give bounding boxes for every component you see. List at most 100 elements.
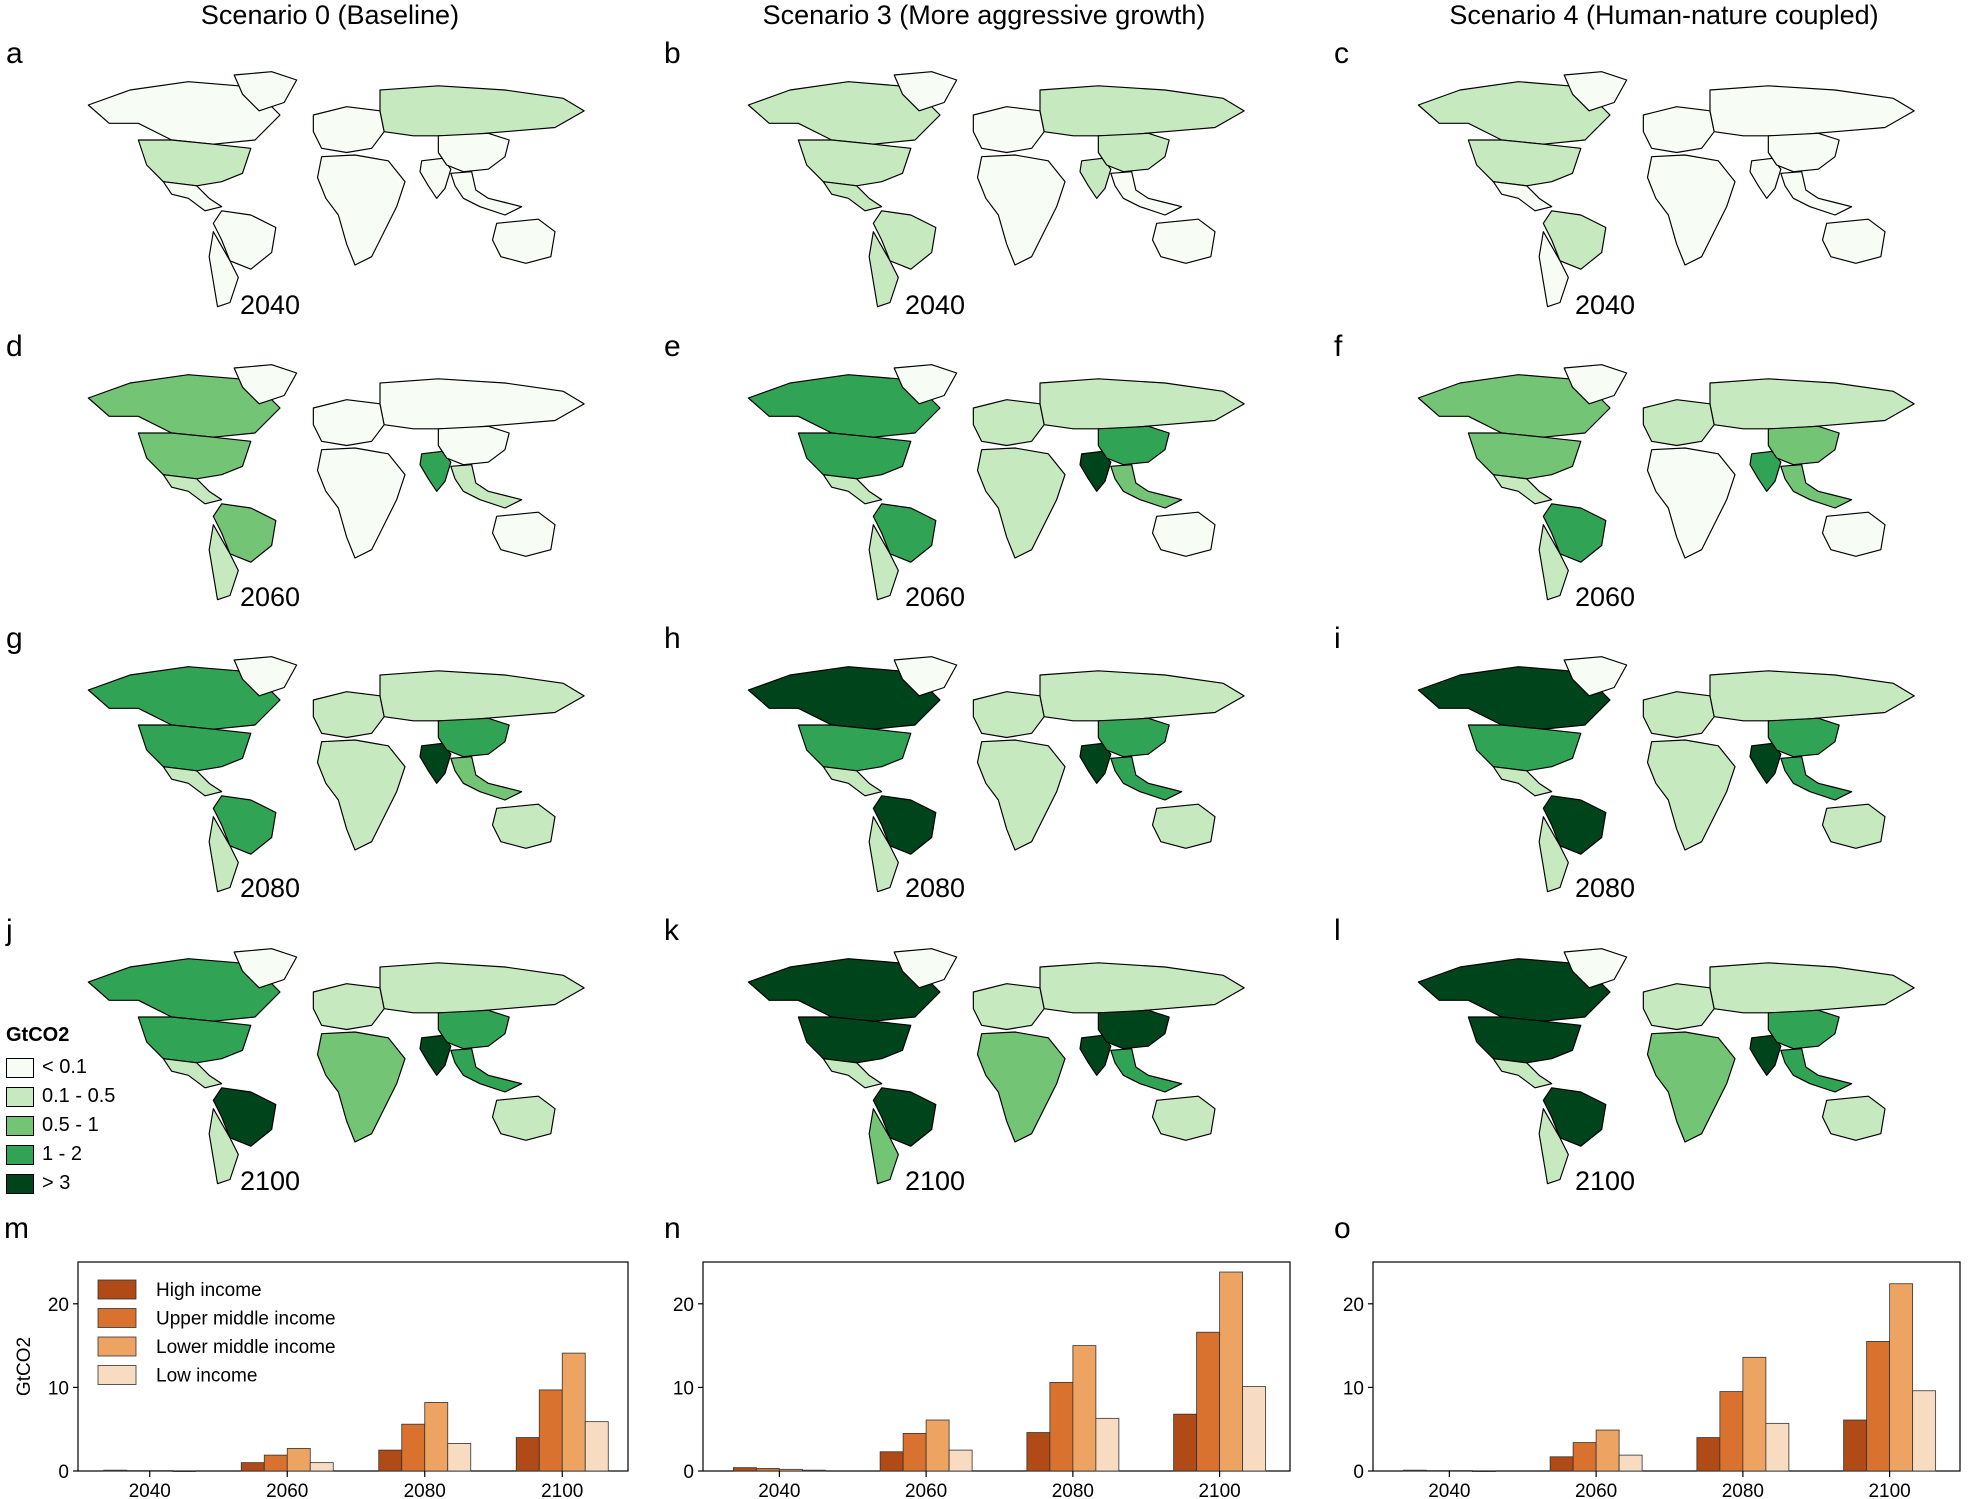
- bar-o-2060-0: [1549, 1456, 1574, 1472]
- legend-swatch: [6, 1057, 34, 1078]
- world-map-j: [87, 948, 585, 1185]
- region-brazil: [212, 210, 277, 270]
- region-southern-cone: [208, 524, 239, 601]
- chart-legend-label: Upper middle income: [156, 1309, 336, 1330]
- region-russia: [1709, 85, 1915, 137]
- panel-year-j: 2100: [239, 1166, 301, 1196]
- panel-year-a: 2040: [239, 290, 301, 320]
- region-africa: [1646, 154, 1736, 266]
- region-africa: [976, 1031, 1066, 1143]
- region-united-states: [1467, 1016, 1582, 1064]
- bar-o-2100-2: [1889, 1283, 1914, 1472]
- region-china: [437, 717, 510, 758]
- plot-frame: [1372, 1261, 1961, 1472]
- region-australia: [491, 511, 556, 557]
- region-alaska-canada: [1417, 666, 1611, 730]
- region-brazil: [872, 795, 937, 855]
- world-map-l: [1417, 948, 1915, 1185]
- region-china: [437, 1009, 510, 1050]
- bar-o-2040-0: [1402, 1469, 1427, 1472]
- region-alaska-canada: [747, 81, 941, 145]
- region-china: [1097, 717, 1170, 758]
- legend-item: > 3: [6, 1169, 115, 1198]
- panel-letter-i: i: [1334, 622, 1341, 655]
- region-africa: [976, 447, 1066, 559]
- region-alaska-canada: [747, 374, 941, 438]
- region-alaska-canada: [87, 374, 281, 438]
- legend-swatch: [6, 1086, 34, 1107]
- chart-legend-swatch: [97, 1365, 137, 1385]
- region-europe: [312, 983, 385, 1031]
- region-alaska-canada: [747, 666, 941, 730]
- legend-item: 0.1 - 0.5: [6, 1082, 115, 1111]
- bar-m-2060-0: [240, 1462, 265, 1472]
- region-central-america: [1492, 1058, 1553, 1089]
- bar-o-2060-3: [1618, 1454, 1643, 1472]
- region-southern-cone: [208, 816, 239, 893]
- bar-m-2060-2: [286, 1448, 311, 1472]
- x-tick-label: 2100: [541, 1481, 583, 1499]
- x-tick-label: 2080: [1722, 1481, 1764, 1499]
- region-alaska-canada: [1417, 374, 1611, 438]
- region-united-states: [137, 139, 252, 187]
- region-central-america: [822, 1058, 883, 1089]
- region-greenland: [1563, 364, 1628, 405]
- region-europe: [312, 106, 385, 154]
- bar-n-2100-2: [1219, 1271, 1244, 1472]
- panel-letter-k: k: [664, 914, 679, 947]
- region-africa: [1646, 447, 1736, 559]
- region-europe: [972, 399, 1045, 447]
- x-tick-label: 2040: [1428, 1481, 1470, 1499]
- region-europe: [972, 983, 1045, 1031]
- region-united-states: [1467, 432, 1582, 480]
- region-russia: [379, 670, 585, 722]
- panel-letter-e: e: [664, 330, 681, 363]
- region-united-states: [137, 432, 252, 480]
- bar-n-2060-1: [902, 1432, 927, 1472]
- region-africa: [316, 739, 406, 851]
- panel-letter-o: o: [1334, 1212, 1351, 1245]
- region-southern-cone: [868, 816, 899, 893]
- world-map-a: [87, 71, 585, 308]
- x-tick-label: 2040: [758, 1481, 800, 1499]
- region-central-america: [162, 766, 223, 797]
- bar-m-2040-1: [126, 1470, 151, 1472]
- legend-label: > 3: [42, 1172, 71, 1194]
- region-alaska-canada: [1417, 958, 1611, 1022]
- region-greenland: [1563, 71, 1628, 112]
- region-central-america: [162, 1058, 223, 1089]
- region-russia: [1039, 378, 1245, 430]
- region-europe: [312, 691, 385, 739]
- region-australia: [1821, 218, 1886, 264]
- bar-o-2100-3: [1912, 1390, 1937, 1472]
- region-greenland: [1563, 656, 1628, 697]
- panel-letter-h: h: [664, 622, 681, 655]
- bar-n-2080-2: [1072, 1345, 1097, 1472]
- bar-m-2100-2: [561, 1352, 586, 1472]
- region-greenland: [233, 656, 298, 697]
- legend-item: < 0.1: [6, 1053, 115, 1082]
- region-africa: [1646, 1031, 1736, 1143]
- region-russia: [379, 85, 585, 137]
- panel-year-b: 2040: [904, 290, 966, 320]
- map-legend: GtCO2 < 0.1 0.1 - 0.5 0.5 - 1 1 - 2 > 3: [6, 1024, 115, 1198]
- world-map-c: [1417, 71, 1915, 308]
- region-alaska-canada: [747, 958, 941, 1022]
- region-brazil: [212, 1087, 277, 1147]
- bar-m-2100-3: [584, 1421, 609, 1472]
- panel-letter-d: d: [6, 330, 23, 363]
- region-europe: [1642, 983, 1715, 1031]
- panel-letter-b: b: [664, 37, 681, 70]
- bar-m-2100-1: [538, 1389, 563, 1472]
- legend-title: GtCO2: [6, 1024, 70, 1046]
- region-southeast-asia: [450, 171, 523, 216]
- region-brazil: [872, 503, 937, 563]
- bar-m-2080-2: [424, 1402, 449, 1472]
- region-china: [437, 132, 510, 173]
- panel-letter-g: g: [6, 622, 23, 655]
- region-southeast-asia: [1110, 464, 1183, 509]
- chart-legend-swatch: [97, 1279, 137, 1300]
- region-central-america: [822, 766, 883, 797]
- y-tick-label: 0: [58, 1462, 69, 1483]
- region-australia: [1151, 803, 1216, 849]
